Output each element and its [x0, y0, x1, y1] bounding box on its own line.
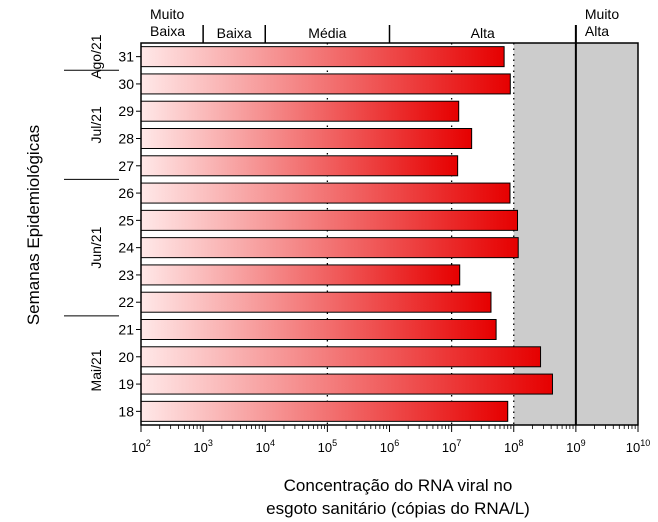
x-tick-exponent: 7	[456, 438, 461, 448]
bar-week-20	[140, 346, 542, 368]
x-tick-label: 102	[131, 438, 150, 455]
x-tick-label: 1010	[626, 438, 650, 455]
x-axis-label-line: Concentração do RNA viral no	[284, 476, 513, 495]
level-label-line: Muito	[585, 6, 619, 22]
bar-week-29	[140, 100, 460, 122]
x-tick-base: 10	[504, 440, 518, 455]
y-tick-label: 29	[118, 103, 134, 119]
bar-week-23	[140, 264, 461, 286]
bar-week-27	[140, 155, 459, 177]
bar-week-24	[140, 237, 519, 259]
level-label: Muito Alta	[585, 6, 619, 39]
month-label: Ago/21	[88, 34, 104, 79]
x-tick-label: 108	[504, 438, 523, 455]
bars	[140, 46, 553, 422]
level-label-line: Muito	[150, 6, 184, 22]
x-tick-label: 107	[442, 438, 461, 455]
bar-week-31	[140, 46, 505, 68]
y-tick-label: 26	[118, 185, 134, 201]
y-tick-label: 21	[118, 322, 134, 338]
x-tick-base: 10	[566, 440, 580, 455]
y-tick-label: 24	[118, 240, 134, 256]
x-axis-label: Concentração do RNA viral no esgoto sanit…	[266, 476, 530, 518]
x-tick-exponent: 5	[332, 438, 337, 448]
y-tick-label: 22	[118, 294, 134, 310]
month-label: Mai/21	[88, 349, 104, 391]
x-tick-label: 105	[318, 438, 337, 455]
y-tick-label: 19	[118, 376, 134, 392]
x-tick-exponent: 6	[394, 438, 399, 448]
level-label: Baixa	[217, 25, 252, 41]
level-label: Alta	[471, 25, 495, 41]
x-tick-base: 10	[442, 440, 456, 455]
y-tick-label: 23	[118, 267, 134, 283]
level-label-line: Alta	[471, 25, 495, 41]
x-tick-label: 104	[256, 438, 275, 455]
bar-week-30	[140, 73, 511, 95]
x-axis: 102 103 104 105 106 107 108 109 1010	[131, 425, 650, 455]
bar-week-21	[140, 319, 497, 340]
x-tick-exponent: 10	[640, 438, 650, 448]
month-label: Jun/21	[88, 226, 104, 268]
x-tick-label: 106	[380, 438, 399, 455]
y-tick-label: 25	[118, 212, 134, 228]
plot-background	[141, 43, 638, 425]
level-label-line: Baixa	[217, 25, 252, 41]
level-label-line: Alta	[585, 23, 609, 39]
level-label-line: Baixa	[150, 23, 185, 39]
x-tick-exponent: 3	[208, 438, 213, 448]
level-label-line: Média	[308, 25, 346, 41]
x-tick-base: 10	[318, 440, 332, 455]
y-tick-label: 20	[118, 349, 134, 365]
y-tick-label: 30	[118, 76, 134, 92]
y-tick-label: 27	[118, 158, 134, 174]
bar-week-22	[140, 291, 492, 313]
x-tick-label: 103	[193, 438, 212, 455]
x-tick-exponent: 4	[270, 438, 275, 448]
y-tick-label: 28	[118, 131, 134, 147]
bar-week-25	[140, 209, 519, 231]
y-axis-label: Semanas Epidemiológicas	[24, 125, 43, 325]
x-tick-exponent: 2	[146, 438, 151, 448]
x-tick-base: 10	[380, 440, 394, 455]
level-label: Muito Baixa	[150, 6, 185, 39]
bar-week-18	[140, 400, 509, 422]
bar-week-28	[140, 128, 473, 149]
y-axis: 31 30 29 28 27 26 25 24 23 22 21 20 19 18 Ago/21 Jul/21…	[64, 34, 141, 419]
x-tick-base: 10	[131, 440, 145, 455]
x-tick-exponent: 9	[581, 438, 586, 448]
bar-week-19	[140, 373, 553, 395]
bar-week-26	[140, 182, 511, 204]
x-tick-label: 109	[566, 438, 585, 455]
reference-lines	[202, 25, 577, 425]
y-tick-label: 18	[118, 403, 134, 419]
x-tick-base: 10	[626, 440, 640, 455]
y-tick-label: 31	[118, 49, 134, 65]
x-axis-label-line: esgoto sanitário (cópias do RNA/L)	[266, 499, 530, 518]
level-label: Média	[308, 25, 346, 41]
x-tick-base: 10	[256, 440, 270, 455]
month-label: Jul/21	[88, 106, 104, 144]
x-tick-exponent: 8	[518, 438, 523, 448]
x-tick-base: 10	[193, 440, 207, 455]
